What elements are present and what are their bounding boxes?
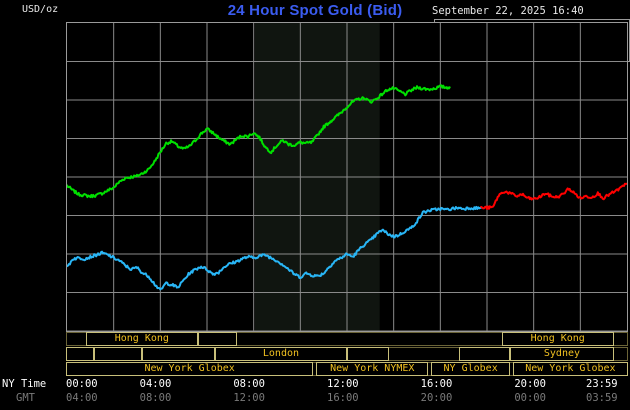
chart-title: 24 Hour Spot Gold (Bid) (227, 2, 403, 19)
x-axis-gmt-label: GMT (16, 392, 35, 404)
x-tick-ny-16-00: 16:00 (420, 378, 453, 390)
session-bar-sydney: Sydney (509, 347, 614, 361)
x-tick-gmt-03-59: 03:59 (586, 392, 618, 404)
session-bar-hong-kong: Hong Kong (501, 332, 614, 346)
session-bar-spacer-1-5 (459, 347, 510, 361)
session-bar-new-york-globex: New York Globex (66, 362, 314, 376)
x-tick-ny-00-00: 00:00 (66, 378, 98, 390)
x-tick-ny-20-00: 20:00 (514, 378, 546, 390)
timestamp-label: September 22, 2025 16:40 (432, 5, 584, 17)
session-bar-new-york-nymex: New York NYMEX (316, 362, 429, 376)
session-bar-new-york-globex: New York Globex (512, 362, 628, 376)
x-tick-ny-23-59: 23:59 (586, 378, 618, 390)
x-tick-gmt-08-00: 08:00 (139, 392, 172, 404)
session-bar-london: London (214, 347, 347, 361)
price-series-svg (67, 23, 627, 331)
session-bar-spacer-1-2 (141, 347, 215, 361)
x-tick-gmt-00-00: 00:00 (514, 392, 546, 404)
x-tick-gmt-20-00: 20:00 (420, 392, 453, 404)
x-tick-gmt-04-00: 04:00 (66, 392, 98, 404)
x-tick-gmt-12-00: 12:00 (233, 392, 265, 404)
session-bar-spacer-1-1 (94, 347, 142, 361)
market-session-bars: Hong Kong Hong Kong London Sydney New York G… (66, 332, 628, 376)
x-tick-ny-12-00: 12:00 (327, 378, 359, 390)
series-line-sep-21-sunday (480, 182, 627, 211)
session-bar-spacer-1-0 (66, 347, 95, 361)
session-bar-spacer-1-4 (347, 347, 390, 361)
session-bar-spacer-0-1 (198, 332, 238, 346)
y-axis-unit-label: USD/oz (22, 4, 59, 15)
session-row-baseline-0 (66, 332, 628, 346)
session-bar-ny-globex: NY Globex (431, 362, 510, 376)
x-tick-ny-04-00: 04:00 (139, 378, 172, 390)
x-tick-ny-08-00: 08:00 (233, 378, 265, 390)
x-tick-gmt-16-00: 16:00 (327, 392, 359, 404)
series-line-sep-19-ny-close (67, 205, 483, 291)
session-bar-hong-kong: Hong Kong (85, 332, 199, 346)
series-line-sep-22-last (67, 84, 451, 199)
x-axis-ny-label: NY Time (2, 378, 47, 390)
plot-area (66, 22, 628, 332)
